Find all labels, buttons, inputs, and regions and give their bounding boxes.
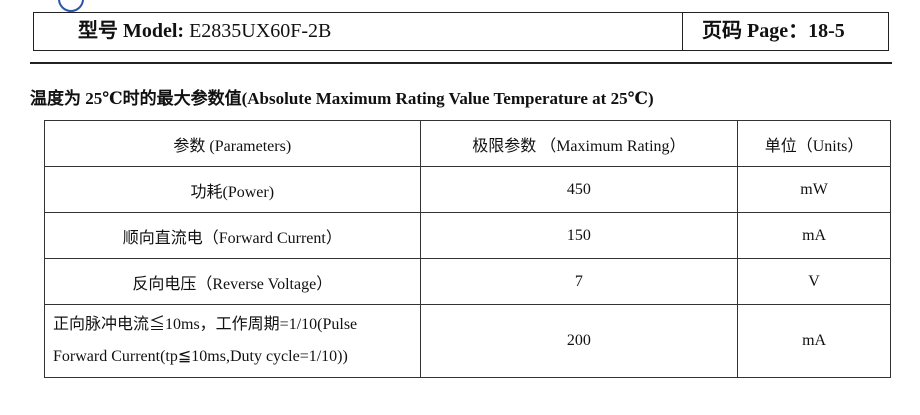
header-cell: 参数 (Parameters)	[44, 120, 421, 167]
cell: 功耗(Power)	[44, 166, 421, 213]
table: 参数 (Parameters) 极限参数 （Maximum Rating） 单位（U…	[44, 120, 891, 378]
row: 正向脉冲电流≦10ms，工作周期=1/10(Pulse Forward Curre…	[44, 304, 891, 378]
header: 型号 Model: E2835UX60F-2B 页码 Page：18-5	[33, 12, 889, 51]
header-cell: 单位（Units）	[737, 120, 891, 167]
section-title: 温度为 25℃时的最大参数值(Absolute Maximum Rating V…	[30, 89, 654, 108]
cell-line: Forward Current(tp≦10ms,Duty cycle=1/10)…	[53, 348, 348, 365]
cell: 正向脉冲电流≦10ms，工作周期=1/10(Pulse Forward Curre…	[44, 304, 421, 378]
cell-line: 反向电压（Reverse Voltage）	[132, 275, 333, 293]
cell-line: 顺向直流电（Forward Current）	[122, 229, 342, 247]
cell: 反向电压（Reverse Voltage）	[44, 258, 421, 305]
header-row: 参数 (Parameters) 极限参数 （Maximum Rating） 单位（U…	[44, 120, 891, 167]
logo	[58, 0, 84, 12]
cell: mA	[737, 304, 891, 378]
model: 型号 Model: E2835UX60F-2B	[78, 13, 331, 50]
cell-line: 功耗(Power)	[190, 183, 275, 201]
page-number: 页码 Page：18-5	[702, 13, 845, 50]
cell-line: 正向脉冲电流≦10ms，工作周期=1/10(Pulse	[53, 316, 358, 333]
model-label: 型号 Model:	[78, 20, 185, 42]
row: 反向电压（Reverse Voltage） 7 V	[44, 258, 891, 305]
model-value: E2835UX60F-2B	[189, 20, 332, 42]
cell: mA	[737, 212, 891, 259]
cell: mW	[737, 166, 891, 213]
header-cell: 极限参数 （Maximum Rating）	[419, 120, 739, 167]
cell: 450	[419, 166, 739, 213]
divider	[682, 13, 683, 50]
row: 功耗(Power) 450 mW	[44, 166, 891, 213]
rule	[30, 62, 892, 64]
row: 顺向直流电（Forward Current） 150 mA	[44, 212, 891, 259]
cell: 7	[419, 258, 739, 305]
cell: 顺向直流电（Forward Current）	[44, 212, 421, 259]
cell: 200	[419, 304, 739, 378]
cell: V	[737, 258, 891, 305]
page-value: 18-5	[808, 20, 845, 42]
cell: 150	[419, 212, 739, 259]
table-body: 参数 (Parameters) 极限参数 （Maximum Rating） 单位（U…	[44, 120, 891, 378]
page-label: 页码 Page：	[702, 20, 809, 42]
